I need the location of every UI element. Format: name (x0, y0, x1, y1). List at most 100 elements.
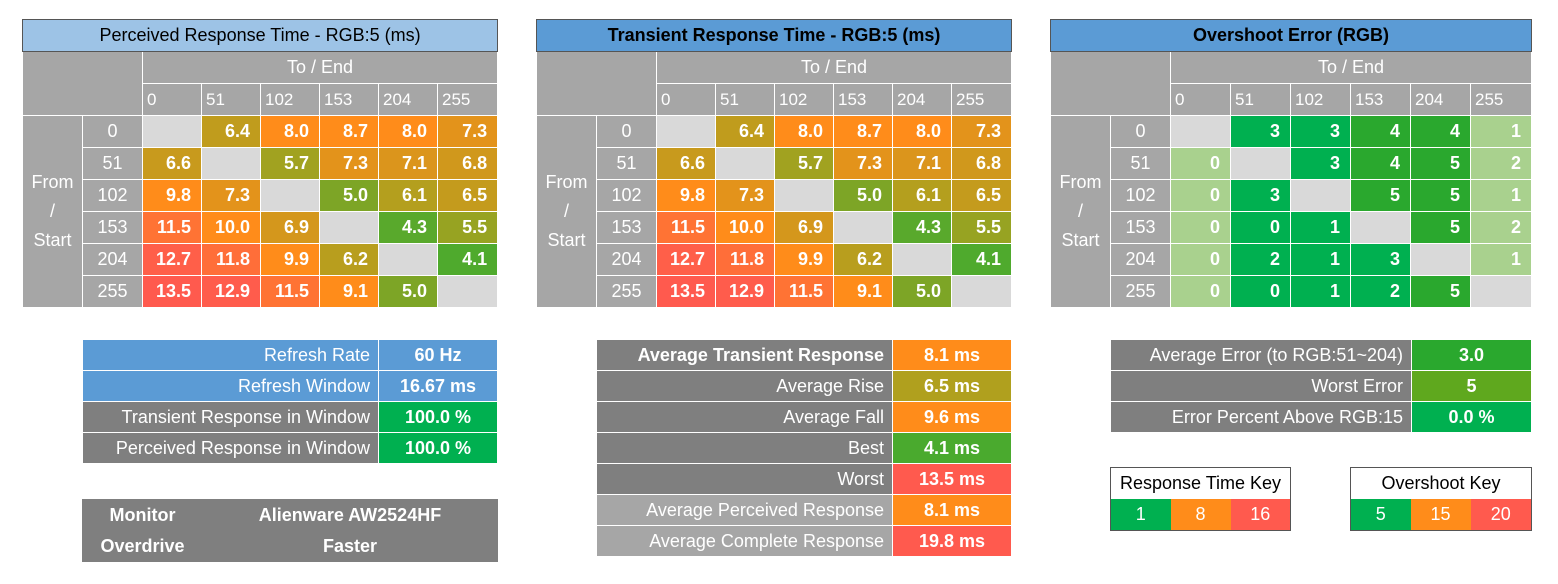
matrix-cell: 5 (1410, 147, 1471, 180)
matrix-row: 255 13.5 12.9 11.5 9.1 5.0 (23, 275, 499, 308)
matrix-cell: 5 (1410, 211, 1471, 244)
col-label: 255 (436, 83, 499, 116)
matrix-cell: 6.6 (656, 147, 716, 180)
diagonal-cell (1350, 211, 1411, 244)
matrix-cell: 6.5 (951, 179, 1012, 212)
matrix-cell: 7.3 (319, 147, 379, 180)
matrix-cell: 8.0 (774, 115, 834, 148)
matrix-cell: 9.9 (774, 243, 834, 276)
col-label: 204 (892, 83, 952, 116)
matrix-cell: 6.9 (260, 211, 320, 244)
error-percent-row: Error Percent Above RGB:15 0.0 % (1110, 401, 1532, 433)
matrix-cell: 11.5 (260, 275, 320, 308)
matrix-row: 204 12.7 11.8 9.9 6.2 4.1 (537, 243, 1012, 276)
diagonal-cell (260, 179, 320, 212)
col-label: 51 (201, 83, 261, 116)
error-percent-value: 0.0 % (1411, 401, 1532, 433)
row-label: 51 (1110, 147, 1171, 180)
matrix-cell: 0 (1230, 275, 1291, 308)
row-label: 204 (82, 243, 143, 276)
matrix-cell: 11.5 (142, 211, 202, 244)
overshoot-key-low: 5 (1350, 499, 1411, 531)
matrix-cell: 4.1 (436, 243, 499, 276)
matrix-title: Overshoot Error (RGB) (1049, 19, 1533, 52)
col-label: 255 (1469, 83, 1533, 116)
diagonal-cell (1290, 179, 1351, 212)
overshoot-error-matrix: Overshoot Error (RGB) To / End 0 51 102 153 20… (1049, 19, 1533, 308)
matrix-col-labels: 0 51 102 153 204 255 (1051, 83, 1533, 116)
error-percent-label: Error Percent Above RGB:15 (1110, 401, 1412, 433)
matrix-cell: 5.0 (892, 275, 952, 308)
matrix-cell: 3 (1290, 115, 1351, 148)
row-label: 0 (1110, 115, 1171, 148)
diagonal-cell (1230, 147, 1291, 180)
refresh-window-row: Refresh Window 16.67 ms (82, 370, 498, 402)
worst-error-label: Worst Error (1110, 370, 1412, 402)
matrix-title-row: Transient Response Time - RGB:5 (ms) (536, 19, 1012, 52)
matrix-cell: 0 (1230, 211, 1291, 244)
matrix-cell: 5.7 (774, 147, 834, 180)
matrix-row: 204 0 2 1 3 1 (1051, 243, 1533, 276)
matrix-cell: 9.1 (833, 275, 893, 308)
matrix-col-header: To / End (141, 51, 499, 84)
diagonal-cell (201, 147, 261, 180)
matrix-cell: 1 (1290, 243, 1351, 276)
avg-transient-value: 8.1 ms (892, 339, 1012, 371)
perceived-response-matrix: Perceived Response Time - RGB:5 (ms) To /… (21, 19, 499, 308)
matrix-cell: 4.3 (378, 211, 438, 244)
avg-rise-label: Average Rise (596, 370, 893, 402)
diagonal-cell (1170, 115, 1231, 148)
avg-perceived-label: Average Perceived Response (596, 494, 893, 526)
matrix-title: Transient Response Time - RGB:5 (ms) (536, 19, 1012, 52)
matrix-cell: 7.1 (378, 147, 438, 180)
errors-table: Average Error (to RGB:51~204) 3.0 Worst … (1110, 339, 1532, 433)
row-header-word: From (1059, 172, 1102, 192)
avg-rise-row: Average Rise 6.5 ms (596, 370, 1012, 402)
averages-table: Average Transient Response 8.1 ms Averag… (596, 339, 1012, 557)
matrix-cell: 10.0 (201, 211, 261, 244)
matrix-cell: 8.0 (260, 115, 320, 148)
matrix-cell: 5.7 (260, 147, 320, 180)
col-label: 102 (774, 83, 834, 116)
avg-complete-value: 19.8 ms (892, 525, 1012, 557)
matrix-corner (536, 51, 657, 116)
row-header-word: / (49, 201, 55, 221)
matrix-cell: 12.9 (201, 275, 261, 308)
matrix-cell: 6.1 (892, 179, 952, 212)
matrix-cell: 5.5 (436, 211, 499, 244)
avg-error-value: 3.0 (1411, 339, 1532, 371)
response-key-low: 1 (1110, 499, 1171, 531)
col-label: 102 (1290, 83, 1351, 116)
perceived-in-window-label: Perceived Response in Window (82, 432, 379, 464)
matrix-cell: 6.8 (951, 147, 1012, 180)
refresh-table: Refresh Rate 60 Hz Refresh Window 16.67 … (82, 339, 498, 464)
overshoot-key-high: 20 (1470, 499, 1532, 531)
row-label: 0 (596, 115, 657, 148)
matrix-row: 102 9.8 7.3 5.0 6.1 6.5 (537, 179, 1012, 212)
diagonal-cell (378, 243, 438, 276)
col-label: 0 (1170, 83, 1231, 116)
matrix-row: 153 11.5 10.0 6.9 4.3 5.5 (23, 211, 499, 244)
matrix-cell: 6.6 (142, 147, 202, 180)
row-label: 255 (1110, 275, 1171, 308)
row-label: 204 (596, 243, 657, 276)
row-label: 255 (596, 275, 657, 308)
diagonal-cell (1469, 275, 1533, 308)
matrix-cell: 3 (1290, 147, 1351, 180)
row-label: 153 (596, 211, 657, 244)
diagonal-cell (774, 179, 834, 212)
avg-perceived-value: 8.1 ms (892, 494, 1012, 526)
overshoot-key: Overshoot Key 5 15 20 (1350, 467, 1533, 531)
matrix-row: From / Start 0 3 3 4 4 1 (1050, 115, 1533, 308)
matrix-cell: 6.5 (436, 179, 499, 212)
diagonal-cell (715, 147, 775, 180)
matrix-cell: 8.0 (378, 115, 438, 148)
matrix-cell: 13.5 (142, 275, 202, 308)
diagonal-cell (319, 211, 379, 244)
avg-fall-row: Average Fall 9.6 ms (596, 401, 1012, 433)
transient-in-window-row: Transient Response in Window 100.0 % (82, 401, 498, 433)
matrix-title-row: Overshoot Error (RGB) (1049, 19, 1533, 52)
avg-complete-row: Average Complete Response 19.8 ms (596, 525, 1012, 557)
response-key-title: Response Time Key (1110, 467, 1291, 499)
row-header-word: From (31, 172, 74, 192)
